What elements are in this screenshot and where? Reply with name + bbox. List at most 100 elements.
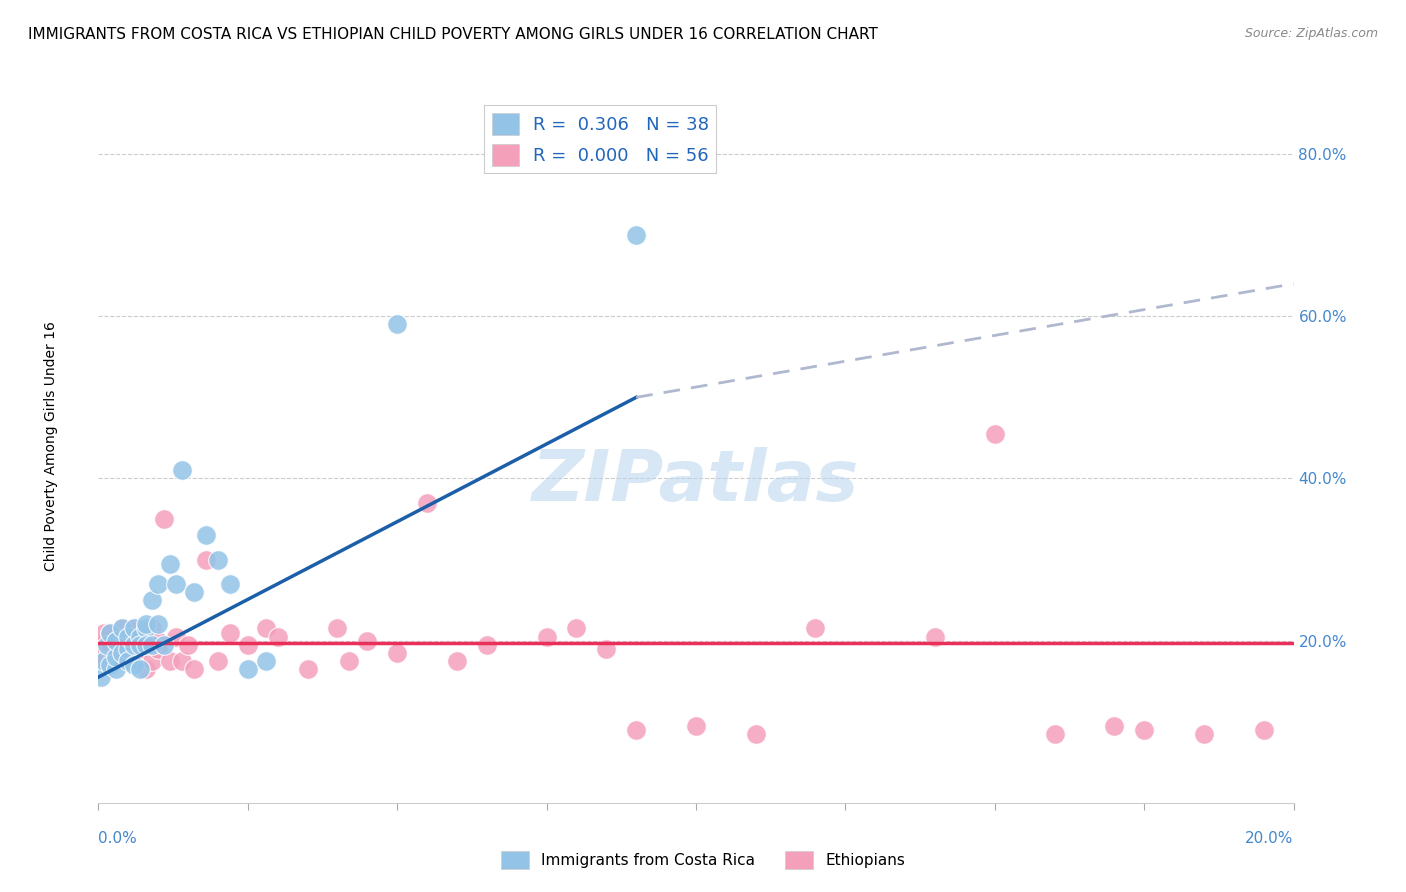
Point xyxy=(183,585,205,599)
Point xyxy=(297,662,319,676)
Point xyxy=(135,638,157,652)
Point xyxy=(446,654,468,668)
Point xyxy=(745,727,768,741)
Point xyxy=(153,512,176,526)
Point xyxy=(565,622,588,636)
Point xyxy=(984,426,1007,441)
Point xyxy=(254,622,277,636)
Point xyxy=(129,638,152,652)
Point xyxy=(117,654,139,668)
Point xyxy=(98,657,122,672)
Point xyxy=(267,630,290,644)
Point xyxy=(159,654,181,668)
Point xyxy=(93,625,115,640)
Point xyxy=(626,228,648,243)
Point xyxy=(129,641,152,656)
Point xyxy=(416,496,439,510)
Legend: R =  0.306   N = 38, R =  0.000   N = 56: R = 0.306 N = 38, R = 0.000 N = 56 xyxy=(485,105,716,173)
Point xyxy=(124,657,146,672)
Point xyxy=(105,662,128,676)
Point xyxy=(153,638,176,652)
Text: Source: ZipAtlas.com: Source: ZipAtlas.com xyxy=(1244,27,1378,40)
Point xyxy=(165,630,187,644)
Point xyxy=(148,617,170,632)
Point xyxy=(135,662,157,676)
Point xyxy=(1133,723,1156,737)
Point xyxy=(111,622,134,636)
Point xyxy=(1253,723,1275,737)
Point xyxy=(117,641,139,656)
Point xyxy=(195,528,218,542)
Point xyxy=(475,638,498,652)
Point xyxy=(326,622,349,636)
Point xyxy=(165,577,187,591)
Point xyxy=(111,622,134,636)
Point xyxy=(254,654,277,668)
Point xyxy=(536,630,558,644)
Point xyxy=(124,622,146,636)
Point xyxy=(195,552,218,566)
Point xyxy=(141,593,163,607)
Point xyxy=(124,633,146,648)
Point xyxy=(148,577,170,591)
Point xyxy=(135,622,157,636)
Point xyxy=(685,719,707,733)
Point xyxy=(924,630,946,644)
Point xyxy=(90,670,112,684)
Point xyxy=(89,646,111,660)
Point xyxy=(129,630,152,644)
Point xyxy=(117,630,139,644)
Point xyxy=(207,654,229,668)
Point xyxy=(111,646,134,660)
Point xyxy=(339,654,361,668)
Point xyxy=(219,625,242,640)
Point xyxy=(172,463,194,477)
Legend: Immigrants from Costa Rica, Ethiopians: Immigrants from Costa Rica, Ethiopians xyxy=(495,845,911,875)
Point xyxy=(172,654,194,668)
Point xyxy=(98,641,122,656)
Point xyxy=(105,633,128,648)
Point xyxy=(385,318,409,332)
Point xyxy=(98,625,122,640)
Point xyxy=(135,638,157,652)
Point xyxy=(117,630,139,644)
Point xyxy=(98,625,122,640)
Point xyxy=(105,633,128,648)
Point xyxy=(219,577,242,591)
Point xyxy=(626,723,648,737)
Text: 20.0%: 20.0% xyxy=(1246,831,1294,847)
Point xyxy=(1043,727,1066,741)
Point xyxy=(177,638,200,652)
Point xyxy=(141,622,163,636)
Point xyxy=(595,641,617,656)
Point xyxy=(124,622,146,636)
Point xyxy=(236,638,259,652)
Text: IMMIGRANTS FROM COSTA RICA VS ETHIOPIAN CHILD POVERTY AMONG GIRLS UNDER 16 CORRE: IMMIGRANTS FROM COSTA RICA VS ETHIOPIAN … xyxy=(28,27,877,42)
Point xyxy=(148,633,170,648)
Point xyxy=(93,654,115,668)
Point xyxy=(236,662,259,676)
Point xyxy=(183,662,205,676)
Point xyxy=(159,557,181,571)
Point xyxy=(141,638,163,652)
Point xyxy=(117,646,139,660)
Point xyxy=(1192,727,1215,741)
Point xyxy=(129,662,152,676)
Point xyxy=(90,638,112,652)
Point xyxy=(93,654,115,668)
Point xyxy=(141,654,163,668)
Point xyxy=(96,638,118,652)
Point xyxy=(207,552,229,566)
Point xyxy=(135,617,157,632)
Text: ZIPatlas: ZIPatlas xyxy=(533,447,859,516)
Point xyxy=(124,638,146,652)
Point xyxy=(804,622,827,636)
Point xyxy=(105,649,128,664)
Point xyxy=(385,646,409,660)
Point xyxy=(111,638,134,652)
Point xyxy=(129,630,152,644)
Text: Child Poverty Among Girls Under 16: Child Poverty Among Girls Under 16 xyxy=(44,321,58,571)
Point xyxy=(356,633,378,648)
Point xyxy=(148,641,170,656)
Text: 0.0%: 0.0% xyxy=(98,831,138,847)
